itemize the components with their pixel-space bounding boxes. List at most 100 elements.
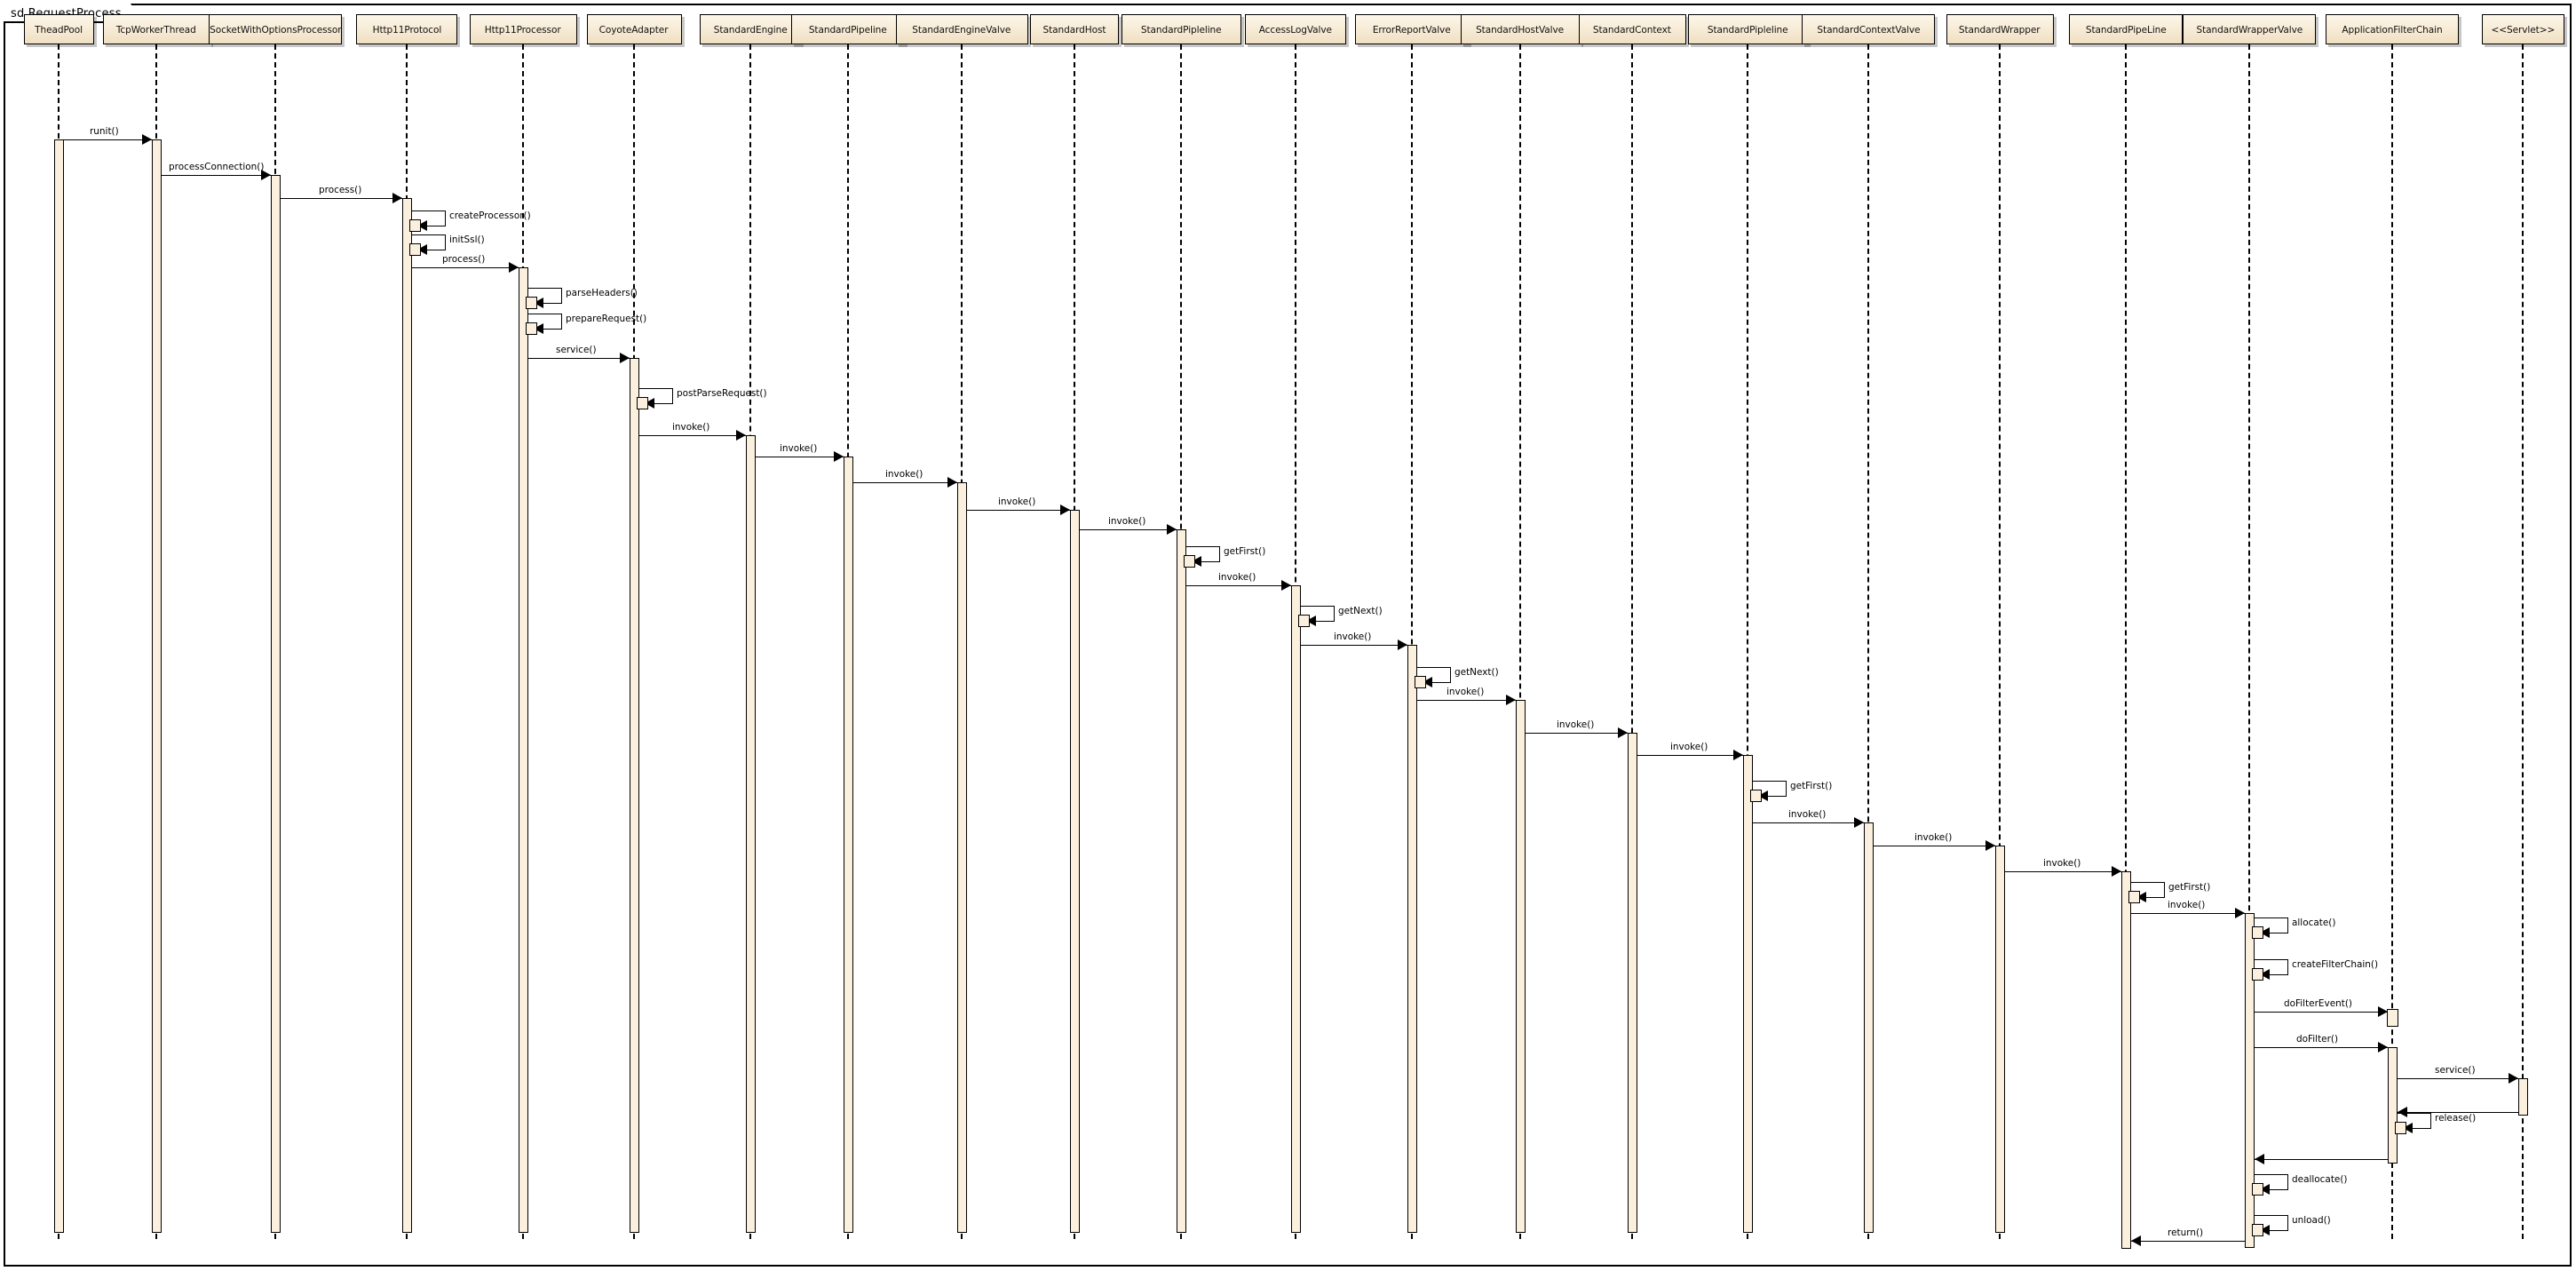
lifeline-label: SocketWithOptionsProcessor [209,23,342,36]
activation-bar-applicationfilterchain [2387,1047,2398,1164]
lifeline-label: Http11Processor [485,23,561,36]
activation-bar-standardpipeline4 [2120,871,2131,1249]
call-message-line [966,510,1070,511]
message-label: processConnection() [168,161,265,172]
lifeline-label: StandardContext [1593,23,1671,36]
message-label: postParseRequest() [676,387,767,399]
message-label: doFilter() [2295,1033,2338,1045]
nested-activation [2394,1122,2406,1134]
self-call-bracket [2254,918,2288,933]
message-label: prepareRequest() [565,313,646,324]
self-call-bracket [527,288,562,303]
self-call-bracket [411,211,446,226]
arrowhead-left-icon [2259,969,2270,980]
lifeline-head-standardwrappervalve[interactable]: StandardWrapperValve [2183,14,2316,44]
arrowhead-right-icon [508,262,519,273]
call-message-line [411,267,519,268]
lifeline-head-standardpipleline2[interactable]: StandardPipleline [1121,14,1241,44]
self-call-return-line [535,329,562,330]
lifeline-head-standardengine[interactable]: StandardEngine [700,14,801,44]
lifeline-head-standardhostvalve[interactable]: StandardHostValve [1460,14,1581,44]
arrowhead-right-icon [1280,580,1291,591]
nested-activation [525,322,537,335]
lifeline-head-errorreportvalve[interactable]: ErrorReportValve [1355,14,1469,44]
lifeline-head-socketwithoptionsprocessor[interactable]: SocketWithOptionsProcessor [209,14,342,44]
activation-bar-socketwithoptionsprocessor [270,175,281,1233]
lifeline-label: StandardEngine [713,23,788,36]
arrowhead-left-icon [2130,1235,2141,1246]
arrowhead-right-icon [2508,1073,2518,1084]
arrowhead-right-icon [1166,524,1177,535]
lifeline-head-standardwrapper[interactable]: StandardWrapper [1946,14,2054,44]
lifeline-label: StandardPipleline [1707,23,1788,36]
call-message-line [2004,871,2121,872]
message-label: getFirst() [1789,780,1832,791]
return-message-line [2397,1112,2518,1113]
self-call-bracket [1752,781,1787,796]
message-label: getFirst() [2168,881,2210,893]
message-label: invoke() [998,496,1036,507]
lifeline-dash-standardhostvalve [1519,44,1521,1239]
activation-bar-standardcontextvalve [1863,822,1874,1233]
message-label: release() [2434,1112,2476,1124]
lifeline-head-http11protocol[interactable]: Http11Protocol [356,14,457,44]
message-label: invoke() [1556,719,1594,730]
lifeline-head-tcpworkerthread[interactable]: TcpWorkerThread [102,14,210,44]
lifeline-head-accesslogvalve[interactable]: AccessLogValve [1245,14,1346,44]
lifeline-head-servlet[interactable]: <<Servlet>> [2481,14,2564,44]
lifeline-head-standardcontext[interactable]: StandardContext [1578,14,1686,44]
arrowhead-right-icon [1617,727,1628,738]
arrowhead-left-icon [2259,1225,2270,1235]
activation-bar-standardpipleline3 [1742,755,1753,1233]
lifeline-dash-applicationfilterchain [2391,44,2393,1239]
call-message-line [2130,913,2245,914]
lifeline-head-standardpipeline4[interactable]: StandardPipeLine [2069,14,2183,44]
lifeline-head-standardhost[interactable]: StandardHost [1030,14,1119,44]
message-label: invoke() [2042,857,2081,869]
lifeline-label: StandardContextValve [1816,23,1921,36]
lifeline-head-standardcontextvalve[interactable]: StandardContextValve [1802,14,1935,44]
lifeline-head-standardpipeline1[interactable]: StandardPipeline [791,14,905,44]
arrowhead-left-icon [2136,892,2146,902]
message-label: runit() [90,125,120,137]
arrowhead-left-icon [1422,677,1432,687]
activation-stub-dofilterevent [2386,1009,2398,1027]
activation-bar-accesslogvalve [1290,585,1301,1233]
lifeline-head-http11processor[interactable]: Http11Processor [469,14,577,44]
message-label: invoke() [1787,808,1826,820]
call-message-line [1416,700,1516,701]
arrowhead-right-icon [947,477,957,488]
message-label: service() [556,344,597,355]
self-call-return-line [2261,1230,2288,1231]
lifeline-head-standardenginevalve[interactable]: StandardEngineValve [895,14,1028,44]
arrowhead-left-icon [1305,616,1316,626]
lifeline-head-coyoteadapter[interactable]: CoyoteAdapter [586,14,682,44]
lifeline-label: StandardHostValve [1476,23,1565,36]
arrowhead-left-icon [416,244,427,255]
call-message-line [1637,755,1743,756]
message-label: invoke() [1669,741,1708,752]
diagram-frame [4,4,2572,1267]
lifeline-label: TheadPool [35,23,83,36]
arrowhead-right-icon [260,170,271,180]
return-message-line [2130,1241,2245,1242]
message-label: getFirst() [1223,545,1265,557]
message-label: initSsl() [448,234,485,245]
message-label: process() [318,184,362,195]
activation-bar-http11processor [518,267,528,1233]
lifeline-label: <<Servlet>> [2491,23,2555,36]
self-call-bracket [411,234,446,250]
self-call-bracket [1185,546,1220,561]
activation-bar-coyoteadapter [629,358,639,1233]
call-message-line [1525,733,1628,734]
lifeline-head-standardpipleline3[interactable]: StandardPipleline [1687,14,1808,44]
arrowhead-left-icon [2254,1154,2264,1164]
call-message-line [2254,1047,2388,1048]
arrowhead-right-icon [1853,817,1864,828]
message-label: createFilterChain() [2291,958,2378,970]
lifeline-head-threadpool[interactable]: TheadPool [23,14,94,44]
nested-activation [525,297,537,309]
lifeline-dash-errorreportvalve [1411,44,1413,1239]
lifeline-head-applicationfilterchain[interactable]: ApplicationFilterChain [2326,14,2459,44]
